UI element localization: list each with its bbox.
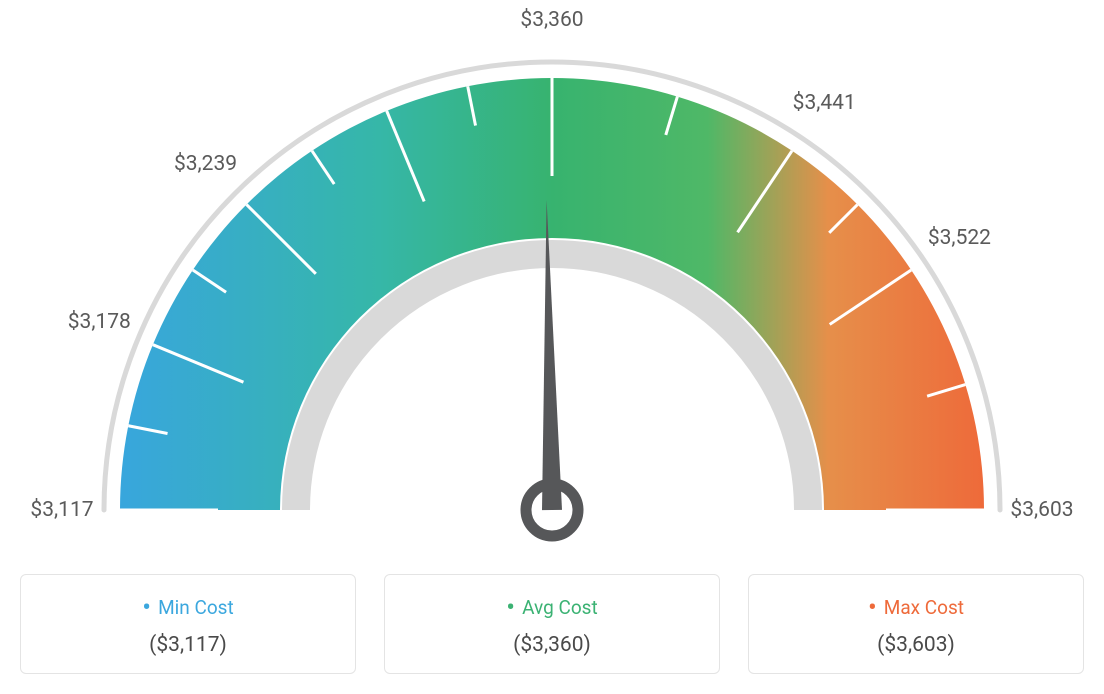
max-cost-value: ($3,603) xyxy=(759,633,1073,657)
min-cost-value: ($3,117) xyxy=(31,633,345,657)
legend-row: Min Cost ($3,117) Avg Cost ($3,360) Max … xyxy=(20,574,1084,674)
avg-cost-card: Avg Cost ($3,360) xyxy=(384,574,720,674)
cost-gauge: $3,117$3,178$3,239$3,360$3,441$3,522$3,6… xyxy=(20,20,1084,550)
max-cost-title: Max Cost xyxy=(759,593,1073,623)
gauge-tick-label: $3,522 xyxy=(928,226,991,250)
min-cost-card: Min Cost ($3,117) xyxy=(20,574,356,674)
gauge-tick-label: $3,603 xyxy=(1010,498,1073,522)
gauge-tick-label: $3,239 xyxy=(174,152,237,176)
max-cost-card: Max Cost ($3,603) xyxy=(748,574,1084,674)
gauge-svg xyxy=(20,20,1084,550)
gauge-tick-label: $3,441 xyxy=(793,91,856,115)
avg-cost-value: ($3,360) xyxy=(395,633,709,657)
gauge-tick-label: $3,117 xyxy=(30,498,93,522)
avg-cost-title: Avg Cost xyxy=(395,593,709,623)
min-cost-title: Min Cost xyxy=(31,593,345,623)
gauge-tick-label: $3,360 xyxy=(520,8,583,32)
gauge-tick-label: $3,178 xyxy=(68,310,131,334)
